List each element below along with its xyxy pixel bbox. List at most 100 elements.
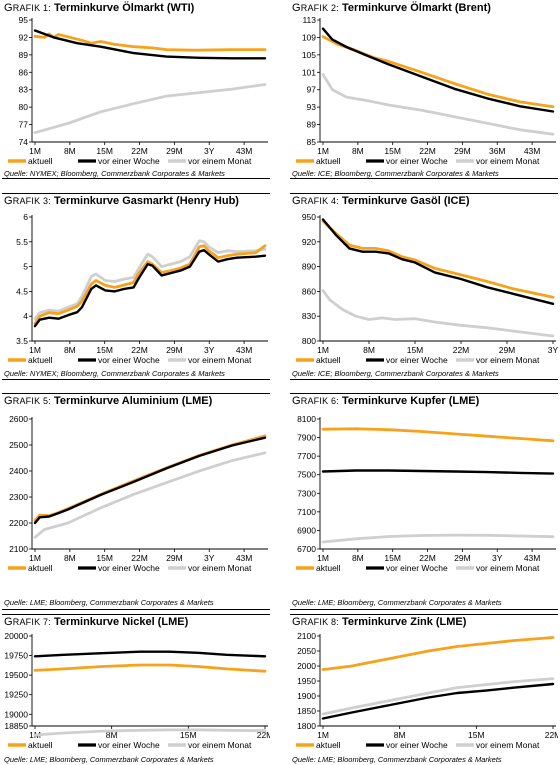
y-tick-label: 83 xyxy=(19,85,29,95)
x-tick-label: 1M xyxy=(317,553,329,563)
line-chart: 1800 1850 1900 1950 2000 2050 2100 1M 8M 15M 22M ak… xyxy=(296,631,558,750)
source-note: Quelle: ICE; Bloomberg, Commerzbank Corp… xyxy=(292,369,499,378)
chart-heading: Terminkurve Kupfer (LME) xyxy=(341,395,480,407)
y-tick-label: 19500 xyxy=(4,670,28,680)
line-chart: 6700 6900 7100 7300 7500 7700 7900 8100 1M 8M 15M 2… xyxy=(296,414,556,573)
y-tick-label: 18850 xyxy=(4,721,28,731)
legend-label-vor-einem-monat: vor einem Monat xyxy=(188,156,252,166)
chart-panel-3: GRAFIK 3: Terminkurve Gasmarkt (Henry Hu… xyxy=(2,193,270,385)
y-tick-label: 74 xyxy=(19,137,29,147)
y-tick-label: 2300 xyxy=(9,492,28,502)
x-tick-label: 22M xyxy=(419,146,436,156)
x-tick-label: 29M xyxy=(454,553,471,563)
legend-label-vor-einem-monat: vor einem Monat xyxy=(188,740,252,750)
legend-label-vor-einer-woche: vor einer Woche xyxy=(98,563,160,573)
x-tick-label: 3Y xyxy=(548,345,558,355)
source-note: Quelle: NYMEX; Bloomberg, Commerzbank Co… xyxy=(4,169,225,178)
y-tick-label: 7500 xyxy=(297,470,316,480)
x-tick-label: 8M xyxy=(106,730,118,740)
chart-title: GRAFIK 4: Terminkurve Gasöl (ICE) xyxy=(292,195,470,207)
y-tick-label: 19750 xyxy=(4,651,28,661)
x-tick-label: 1M xyxy=(317,146,329,156)
source-note: Quelle: NYMEX; Bloomberg, Commerzbank Co… xyxy=(4,369,225,378)
legend-label-aktuell: aktuell xyxy=(28,156,53,166)
x-tick-label: 1M xyxy=(29,553,41,563)
legend-label-vor-einer-woche: vor einer Woche xyxy=(386,355,448,365)
x-tick-label: 29M xyxy=(166,553,183,563)
figure-prefix: GRAFIK 6: xyxy=(292,395,339,407)
chart-heading: Terminkurve Nickel (LME) xyxy=(53,616,189,628)
series-line-vor-einer-woche xyxy=(33,650,267,658)
y-tick-label: 950 xyxy=(302,212,316,222)
legend-label-vor-einem-monat: vor einem Monat xyxy=(188,355,252,365)
chart-heading: Terminkurve Gasmarkt (Henry Hub) xyxy=(53,195,239,207)
x-tick-label: 3Y xyxy=(204,345,215,355)
figure-prefix: GRAFIK 8: xyxy=(292,616,339,628)
x-tick-label: 29M xyxy=(454,146,471,156)
legend-label-aktuell: aktuell xyxy=(28,740,53,750)
y-tick-label: 1900 xyxy=(297,691,316,701)
y-tick-label: 2000 xyxy=(297,661,316,671)
series-line-vor-einer-woche xyxy=(321,218,555,305)
x-tick-label: 8M xyxy=(394,730,406,740)
chart-panel-7: GRAFIK 7: Terminkurve Nickel (LME) 18850… xyxy=(2,614,270,764)
source-note: Quelle: LME; Bloomberg, Commerzbank Corp… xyxy=(4,598,214,607)
line-chart: 3.5 4 4.5 5 5.5 6 1M 8M 15M 22M 29M 3Y 43M aktuell vor… xyxy=(8,212,268,365)
y-tick-label: 80 xyxy=(19,102,29,112)
series-line-aktuell xyxy=(33,244,267,325)
y-tick-label: 93 xyxy=(307,102,317,112)
series-line-aktuell xyxy=(321,35,555,109)
chart-title: GRAFIK 7: Terminkurve Nickel (LME) xyxy=(4,616,188,628)
y-tick-label: 7900 xyxy=(297,433,316,443)
series-line-vor-einer-woche xyxy=(321,27,555,113)
x-tick-label: 43M xyxy=(236,345,253,355)
y-tick-label: 109 xyxy=(302,32,316,42)
y-tick-label: 105 xyxy=(302,50,316,60)
y-tick-label: 1800 xyxy=(297,721,316,731)
y-tick-label: 20000 xyxy=(4,631,28,641)
legend-label-vor-einer-woche: vor einer Woche xyxy=(98,740,160,750)
series-line-vor-einer-woche xyxy=(33,249,267,328)
x-tick-label: 43M xyxy=(236,146,253,156)
legend-label-vor-einem-monat: vor einem Monat xyxy=(476,740,540,750)
x-tick-label: 8M xyxy=(64,146,76,156)
source-note: Quelle: LME; Bloomberg, Commerzbank Corp… xyxy=(292,755,502,764)
legend-label-vor-einer-woche: vor einer Woche xyxy=(386,563,448,573)
legend-label-vor-einer-woche: vor einer Woche xyxy=(98,156,160,166)
source-note: Quelle: ICE; Bloomberg, Commerzbank Corp… xyxy=(292,169,499,178)
x-tick-label: 8M xyxy=(352,553,364,563)
x-tick-label: 15M xyxy=(407,345,424,355)
x-tick-label: 8M xyxy=(64,553,76,563)
y-tick-label: 113 xyxy=(302,15,316,25)
y-tick-label: 4 xyxy=(23,311,28,321)
chart-heading: Terminkurve Gasöl (ICE) xyxy=(341,195,470,207)
y-tick-label: 2200 xyxy=(9,518,28,528)
series-line-vor-einer-woche xyxy=(33,436,267,525)
x-tick-label: 15M xyxy=(180,730,197,740)
legend-label-aktuell: aktuell xyxy=(28,355,53,365)
y-tick-label: 7700 xyxy=(297,451,316,461)
y-tick-label: 2600 xyxy=(9,414,28,424)
chart-title: GRAFIK 3: Terminkurve Gasmarkt (Henry Hu… xyxy=(4,195,239,207)
y-tick-label: 89 xyxy=(19,50,29,60)
x-tick-label: 22M xyxy=(131,146,148,156)
y-tick-label: 5.5 xyxy=(16,237,28,247)
y-tick-label: 89 xyxy=(307,120,317,130)
y-tick-label: 19250 xyxy=(4,690,28,700)
y-tick-label: 2100 xyxy=(297,631,316,641)
x-tick-label: 43M xyxy=(524,553,541,563)
y-tick-label: 6900 xyxy=(297,525,316,535)
x-tick-label: 43M xyxy=(236,553,253,563)
chart-title: GRAFIK 5: Terminkurve Aluminium (LME) xyxy=(4,395,212,407)
x-tick-label: 8M xyxy=(352,146,364,156)
chart-heading: Terminkurve Zink (LME) xyxy=(341,616,467,628)
x-tick-label: 1M xyxy=(29,345,41,355)
y-tick-label: 92 xyxy=(19,32,29,42)
x-tick-label: 15M xyxy=(384,146,401,156)
chart-panel-2: GRAFIK 2: Terminkurve Ölmarkt (Brent) 85… xyxy=(290,0,558,188)
series-line-vor-einem-monat xyxy=(33,239,267,321)
x-tick-label: 29M xyxy=(166,146,183,156)
series-line-aktuell xyxy=(33,663,267,673)
x-tick-label: 3Y xyxy=(204,146,215,156)
legend-label-vor-einem-monat: vor einem Monat xyxy=(476,563,540,573)
